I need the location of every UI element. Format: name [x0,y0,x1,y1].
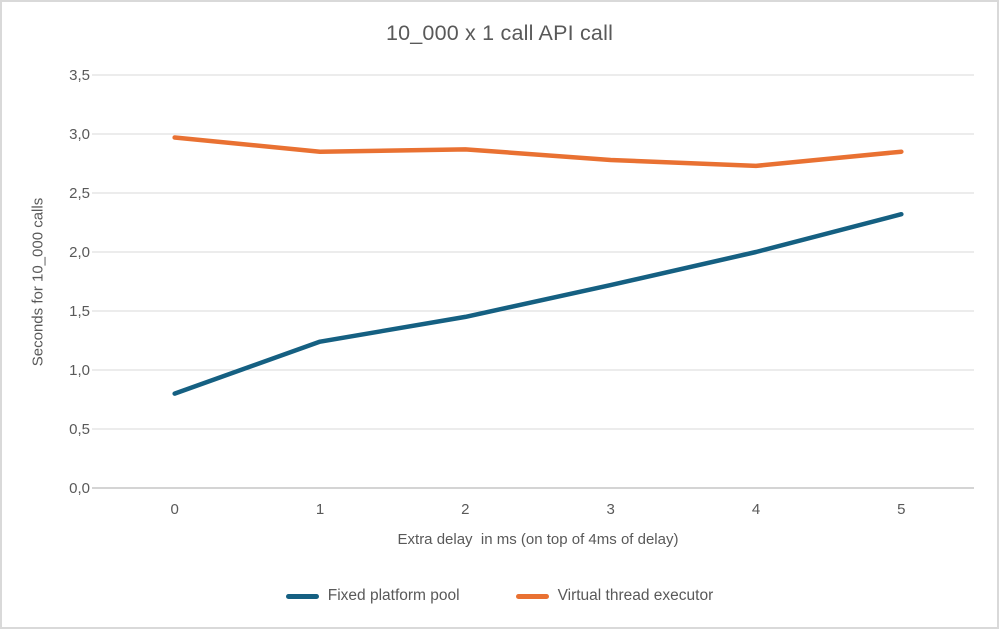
y-tick-label: 1,0 [69,362,90,379]
x-tick-label: 2 [461,501,469,518]
legend-swatch-icon [515,593,549,599]
y-tick-label: 0,5 [69,421,90,438]
legend-item-fixed-platform-pool: Fixed platform pool [285,587,460,605]
x-tick-label: 5 [897,501,905,518]
y-tick-label: 0,0 [69,480,90,497]
y-tick-label: 2,5 [69,185,90,202]
legend: Fixed platform pool Virtual thread execut… [2,587,997,605]
x-tick-label: 1 [316,501,324,518]
x-tick-label: 3 [606,501,614,518]
legend-item-virtual-thread-executor: Virtual thread executor [515,587,714,605]
legend-label: Fixed platform pool [327,587,460,604]
y-tick-label: 2,0 [69,244,90,261]
x-tick-label: 4 [752,501,760,518]
x-axis-title: Extra delay in ms (on top of 4ms of dela… [397,531,679,548]
legend-label: Virtual thread executor [557,587,714,604]
legend-swatch-icon [285,593,319,599]
series-line-fixed-platform-pool [172,211,904,396]
y-tick-label: 1,5 [69,303,90,320]
series-line-virtual-thread-executor [172,135,904,169]
chart-title: 10_000 x 1 call API call [385,21,614,45]
x-tick-label: 0 [170,501,178,518]
y-tick-label: 3,0 [69,126,90,143]
y-tick-label: 3,5 [69,67,90,84]
